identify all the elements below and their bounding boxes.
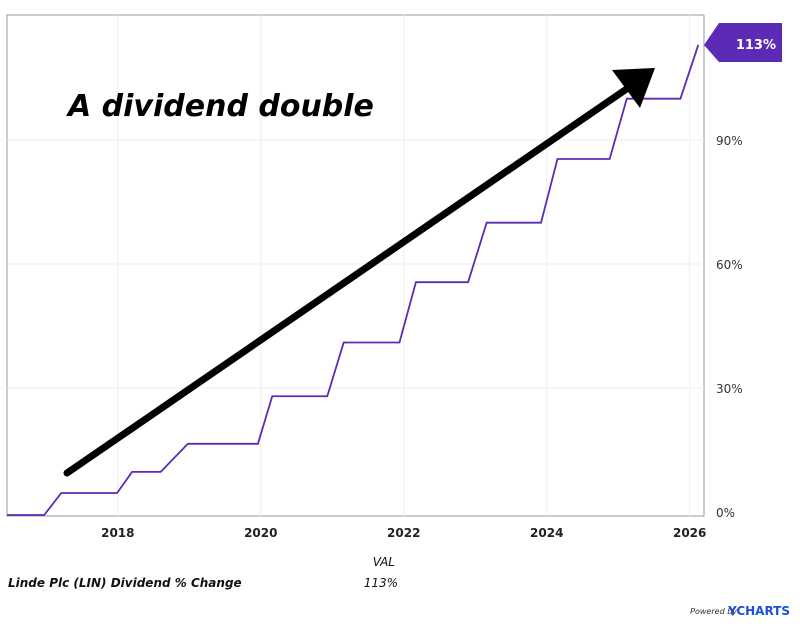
y-tick-label: 30% [716,382,743,396]
x-tick-label: 2026 [673,526,706,540]
x-tick-label: 2020 [244,526,277,540]
y-tick-label: 60% [716,258,743,272]
legend-series-value: 113% [364,576,398,590]
powered-by: Powered by [690,607,737,616]
x-tick-label: 2018 [101,526,134,540]
y-tick-label: 0% [716,506,735,520]
y-tick-label: 90% [716,134,743,148]
legend-header: VAL [373,555,395,569]
trend-arrow [63,68,655,477]
last-value-label: 113% [736,38,776,53]
annotation: A dividend double [66,89,374,124]
last-value-badge: 113% [704,23,782,62]
legend-series-name: Linde Plc (LIN) Dividend % Change [8,576,242,590]
x-tick-label: 2022 [387,526,420,540]
plot-frame [6,14,705,517]
ycharts-logo: YCHARTS [727,604,790,618]
series-line [7,44,700,516]
x-tick-label: 2024 [530,526,563,540]
